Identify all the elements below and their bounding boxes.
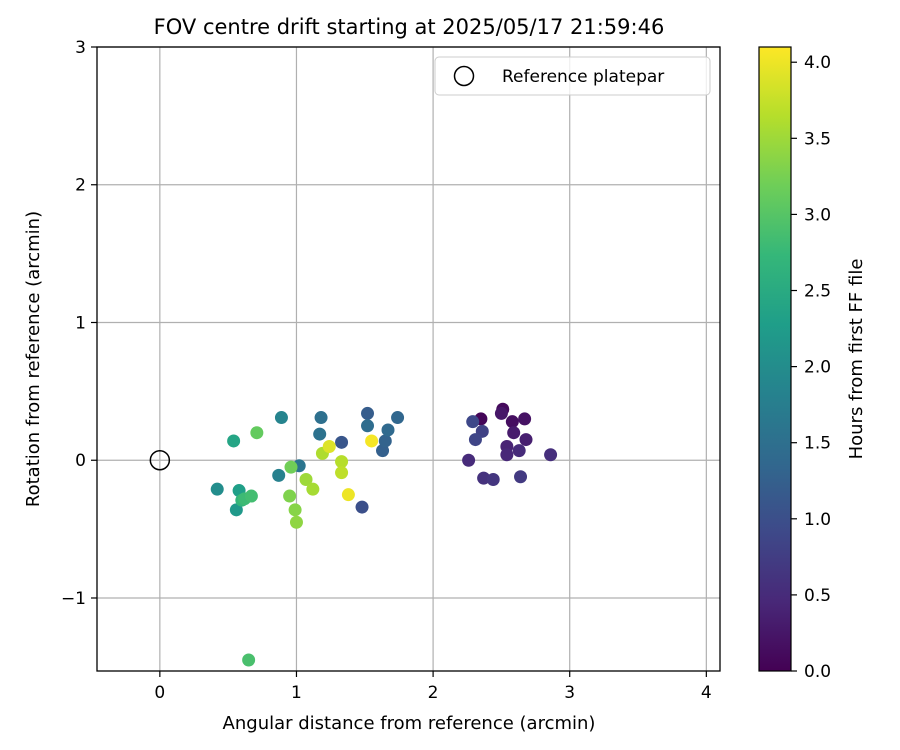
x-tick-label: 4 (701, 683, 712, 703)
data-point (355, 500, 369, 514)
data-point (227, 434, 241, 448)
data-point (242, 653, 256, 667)
data-point (229, 503, 243, 517)
data-point (313, 427, 327, 441)
data-point (361, 419, 375, 433)
data-point (466, 415, 480, 429)
x-tick-label: 0 (154, 683, 165, 703)
colorbar-tick-label: 1.5 (804, 434, 831, 454)
data-point (486, 473, 500, 487)
legend-label: Reference platepar (502, 67, 664, 87)
x-axis-ticks: 0 1 2 3 4 (154, 671, 712, 703)
data-point (519, 433, 533, 447)
data-point (391, 411, 405, 425)
y-tick-label: 3 (75, 38, 86, 58)
legend: Reference platepar (434, 56, 711, 96)
data-point (361, 406, 375, 420)
data-point (477, 471, 491, 485)
data-point (274, 411, 288, 425)
x-tick-label: 1 (291, 683, 302, 703)
colorbar-tick-label: 0.5 (804, 586, 831, 606)
x-tick-label: 3 (564, 683, 575, 703)
colorbar-tick-label: 2.0 (804, 358, 831, 378)
colorbar-ticks: 0.0 0.5 1.0 1.5 2.0 2.5 3.0 3.5 4.0 (791, 53, 831, 682)
colorbar-tick-label: 2.5 (804, 282, 831, 302)
legend-box (434, 56, 711, 96)
data-point (544, 448, 558, 462)
data-point (518, 412, 532, 426)
data-point (505, 415, 519, 429)
colorbar-tick-label: 3.0 (804, 205, 831, 225)
data-point (289, 515, 303, 529)
colorbar-tick-label: 0.0 (804, 662, 831, 682)
data-point (341, 488, 355, 502)
reference-marker-layer (149, 449, 171, 471)
data-point (314, 411, 328, 425)
data-point (210, 482, 224, 496)
colorbar-gradient (758, 46, 792, 672)
data-point (250, 426, 264, 440)
data-point (283, 489, 297, 503)
scatter-points (210, 402, 558, 667)
colorbar-tick-label: 3.5 (804, 129, 831, 149)
y-axis-ticks: −1 0 1 2 3 (61, 38, 97, 609)
colorbar-label: Hours from first FF file (846, 259, 867, 460)
data-point (299, 473, 313, 487)
data-point (244, 489, 258, 503)
data-point (500, 448, 514, 462)
y-tick-label: 0 (75, 451, 86, 471)
data-point (514, 470, 528, 484)
legend-reference-marker (453, 65, 475, 87)
data-point (284, 460, 298, 474)
plot-frame (96, 46, 721, 672)
x-tick-label: 2 (428, 683, 439, 703)
chart-title: FOV centre drift starting at 2025/05/17 … (154, 15, 665, 39)
data-point (365, 434, 379, 448)
y-tick-label: 2 (75, 176, 86, 196)
data-point (272, 468, 286, 482)
data-point (306, 482, 320, 496)
reference-platepar-marker (149, 449, 171, 471)
data-point (381, 423, 395, 437)
data-point (512, 444, 526, 458)
x-axis-label: Angular distance from reference (arcmin) (223, 713, 596, 734)
colorbar-tick-label: 1.0 (804, 510, 831, 530)
data-point (322, 439, 336, 453)
data-point (335, 455, 349, 469)
data-point (507, 426, 521, 440)
data-point (468, 433, 482, 447)
data-point (378, 434, 392, 448)
data-point (335, 466, 349, 480)
y-tick-label: −1 (61, 589, 86, 609)
data-point (494, 406, 508, 420)
data-point (288, 503, 302, 517)
colorbar: 0.0 0.5 1.0 1.5 2.0 2.5 3.0 3.5 4.0 Hours from f… (758, 46, 867, 682)
colorbar-tick-label: 4.0 (804, 53, 831, 73)
plot-background (97, 47, 720, 671)
data-point (335, 435, 349, 449)
y-tick-label: 1 (75, 313, 86, 333)
plot-area: 0 1 2 3 4 −1 0 1 2 3 (61, 38, 721, 703)
y-axis-label: Rotation from reference (arcmin) (23, 211, 44, 507)
data-point (462, 453, 476, 467)
